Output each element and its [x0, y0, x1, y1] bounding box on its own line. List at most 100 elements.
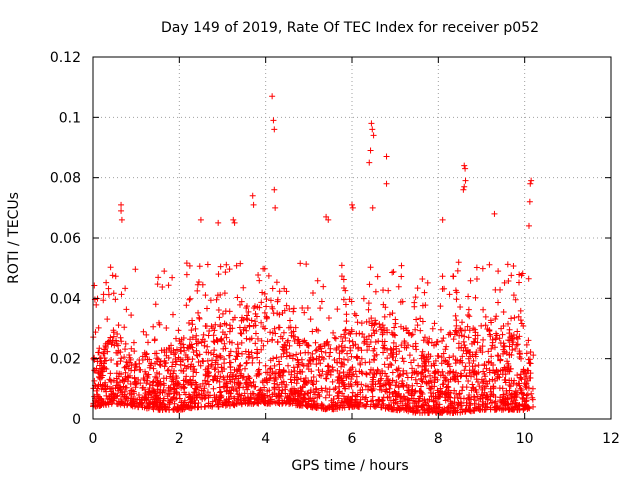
data-point — [411, 369, 418, 376]
data-point — [470, 384, 477, 391]
data-point — [472, 397, 479, 404]
data-point — [99, 366, 106, 373]
data-point — [118, 207, 125, 214]
data-point — [180, 368, 187, 375]
data-point — [198, 339, 205, 346]
data-point — [171, 385, 178, 392]
data-point — [118, 355, 125, 362]
data-point — [201, 395, 208, 402]
data-point — [250, 201, 257, 208]
data-point — [143, 331, 150, 338]
data-point — [450, 336, 457, 343]
data-point — [102, 379, 109, 386]
data-point — [422, 302, 429, 309]
data-point — [309, 328, 316, 335]
data-point — [364, 347, 371, 354]
data-point — [395, 373, 402, 380]
data-point — [272, 330, 279, 337]
data-point — [230, 316, 237, 323]
data-point — [505, 337, 512, 344]
data-point — [326, 403, 333, 410]
data-point — [433, 405, 440, 412]
data-point — [419, 318, 426, 325]
data-point — [349, 201, 355, 208]
data-point — [294, 376, 301, 383]
data-point — [260, 342, 267, 349]
data-point — [429, 325, 436, 332]
data-point — [129, 399, 136, 406]
data-point — [112, 384, 119, 391]
data-point — [346, 369, 353, 376]
data-point — [320, 283, 327, 290]
data-point — [156, 358, 163, 365]
data-point — [516, 406, 523, 413]
data-point — [159, 400, 166, 407]
data-point — [366, 159, 373, 166]
data-point — [344, 356, 351, 363]
data-point — [526, 374, 533, 381]
data-point — [486, 261, 493, 268]
data-point — [210, 385, 217, 392]
data-point — [118, 371, 125, 378]
data-point — [383, 180, 390, 187]
data-point — [213, 296, 220, 303]
data-point — [322, 385, 329, 392]
data-point — [463, 347, 470, 354]
data-point — [189, 393, 196, 400]
data-point — [190, 373, 197, 380]
data-point — [405, 342, 412, 349]
data-point — [300, 338, 307, 345]
data-point — [446, 369, 453, 376]
data-point — [397, 323, 404, 330]
data-point — [202, 322, 209, 329]
data-point — [520, 323, 527, 330]
data-point — [109, 391, 116, 398]
data-point — [243, 335, 250, 342]
data-point — [462, 363, 469, 370]
data-point — [174, 346, 181, 353]
data-point — [248, 400, 255, 407]
data-point — [408, 374, 415, 381]
data-point — [490, 367, 497, 374]
data-point — [528, 390, 535, 397]
data-point — [91, 356, 98, 363]
data-point — [193, 381, 200, 388]
data-point — [421, 289, 428, 296]
data-point — [272, 204, 279, 211]
data-point — [303, 379, 310, 386]
data-point — [258, 299, 265, 306]
data-point — [264, 338, 271, 345]
data-point — [204, 261, 211, 268]
data-point — [287, 376, 294, 383]
data-point — [195, 359, 202, 366]
data-point — [486, 331, 493, 338]
data-point — [181, 399, 188, 406]
data-point — [480, 368, 487, 375]
data-point — [95, 383, 102, 390]
data-point — [322, 394, 329, 401]
data-point — [399, 355, 406, 362]
data-point — [493, 332, 500, 339]
data-point — [234, 294, 241, 301]
data-point — [516, 279, 523, 286]
data-point — [381, 313, 388, 320]
data-point — [517, 307, 524, 314]
data-point — [183, 271, 190, 278]
data-point — [271, 386, 278, 393]
data-point — [212, 373, 219, 380]
data-point — [183, 373, 190, 380]
data-point — [360, 295, 367, 302]
data-point — [362, 394, 369, 401]
data-point — [520, 367, 527, 374]
data-point — [182, 377, 189, 384]
data-point — [529, 396, 536, 403]
data-point — [497, 286, 504, 293]
data-point — [385, 402, 392, 409]
data-point — [469, 381, 476, 388]
data-point — [118, 338, 125, 345]
data-point — [143, 380, 150, 387]
data-point — [325, 314, 332, 321]
data-point — [225, 399, 232, 406]
data-point — [263, 375, 270, 382]
data-point — [444, 383, 451, 390]
